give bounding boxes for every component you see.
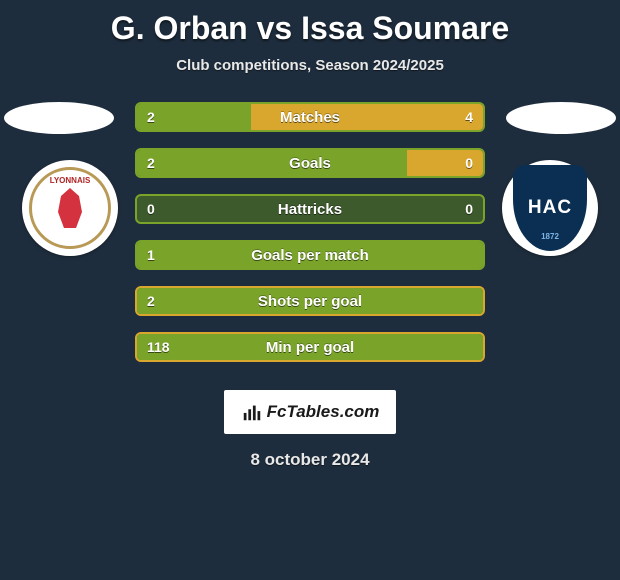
date-label: 8 october 2024 (0, 450, 620, 470)
bar-fill-left (137, 288, 483, 314)
team-badge-right: HAC 1872 (502, 160, 598, 256)
hac-crest-year: 1872 (541, 232, 559, 241)
bar-fill-left (137, 334, 483, 360)
bar-fill-right (407, 150, 483, 176)
stat-row: 118Min per goal (135, 332, 485, 362)
stat-row: 20Goals (135, 148, 485, 178)
lyon-crest-text: LYONNAIS (32, 176, 108, 185)
watermark-text: FcTables.com (267, 402, 380, 422)
stat-row: 1Goals per match (135, 240, 485, 270)
chart-icon (241, 401, 263, 423)
stat-bars: 24Matches 20Goals 0 0Hattricks 1Goals per ma… (135, 102, 485, 378)
player-slot-right (506, 102, 616, 134)
stat-value-left: 0 (147, 196, 155, 222)
bar-fill-left (137, 104, 251, 130)
bar-fill-right (251, 104, 483, 130)
hac-crest-icon: HAC 1872 (513, 165, 587, 251)
comparison-panel: LYONNAIS HAC 1872 24Matches 20Goals 0 0Hatt… (0, 102, 620, 372)
team-badge-left: LYONNAIS (22, 160, 118, 256)
stat-label: Hattricks (137, 196, 483, 222)
stat-row: 24Matches (135, 102, 485, 132)
stat-row: 2Shots per goal (135, 286, 485, 316)
stat-value-right: 0 (465, 196, 473, 222)
lyon-crest-icon: LYONNAIS (29, 167, 111, 249)
stat-row: 0 0Hattricks (135, 194, 485, 224)
bar-fill-left (137, 242, 483, 268)
subtitle: Club competitions, Season 2024/2025 (0, 57, 620, 74)
bar-fill-left (137, 150, 407, 176)
page-title: G. Orban vs Issa Soumare (0, 0, 620, 47)
lyon-lion-icon (55, 188, 85, 228)
hac-crest-text: HAC (528, 197, 572, 219)
watermark: FcTables.com (224, 390, 396, 434)
player-slot-left (4, 102, 114, 134)
